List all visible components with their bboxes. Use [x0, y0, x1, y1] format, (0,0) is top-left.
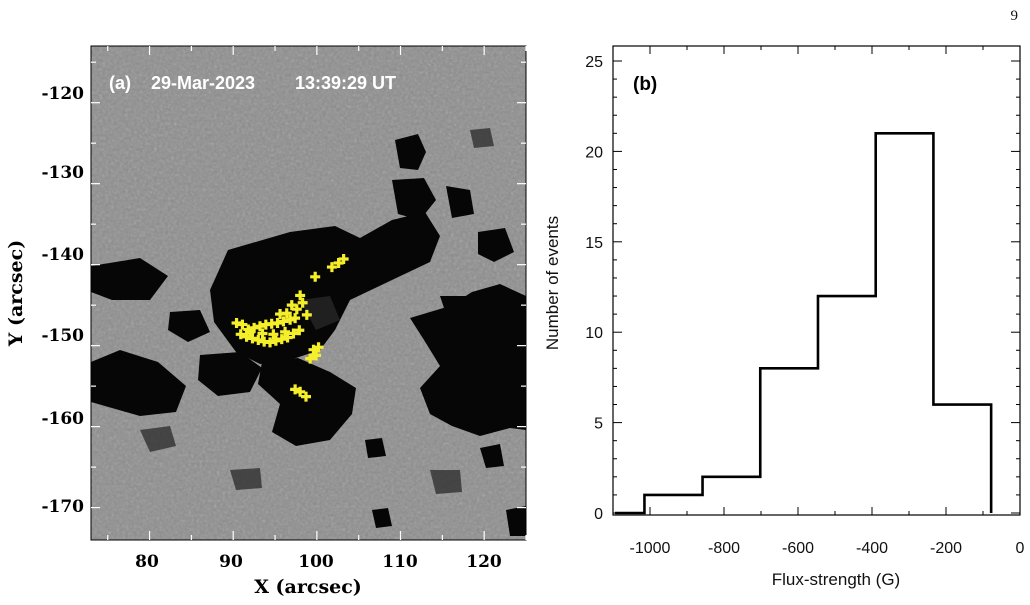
panel-a-frame — [90, 45, 527, 541]
event-marker — [305, 353, 316, 364]
event-marker — [280, 326, 291, 337]
event-marker — [282, 332, 293, 343]
histogram-bar — [644, 495, 702, 513]
event-marker — [294, 325, 305, 336]
event-marker — [291, 304, 302, 315]
event-marker — [237, 319, 248, 330]
event-marker — [285, 314, 296, 325]
weak-flux-patches — [140, 128, 494, 494]
y-tick-label: 5 — [594, 416, 603, 433]
panel-b: -1000 -800 -600 -400 -200 0 0 5 10 15 20 25 (b) Flu… — [543, 45, 1025, 589]
ytick-label: -130 — [41, 163, 84, 183]
event-marker — [295, 290, 306, 301]
panel-a-xlabel: X (arcsec) — [254, 576, 362, 598]
panel-b-label: (b) — [633, 74, 657, 95]
x-tick-label: -600 — [782, 540, 814, 557]
ytick-label: -150 — [41, 326, 84, 346]
event-marker — [338, 253, 349, 264]
event-marker — [295, 386, 306, 397]
xtick-label: 110 — [382, 552, 418, 572]
event-marker — [301, 309, 312, 320]
panel-a: (a) 29-Mar-2023 13:39:29 UT 80 90 100 11… — [5, 45, 527, 598]
event-marker — [333, 258, 344, 269]
event-marker — [254, 321, 265, 332]
event-marker — [326, 262, 337, 273]
histogram-bar — [933, 405, 991, 513]
event-marker — [308, 344, 319, 355]
x-tick-label: -400 — [856, 540, 888, 557]
xtick-label: 80 — [135, 552, 159, 572]
y-tick-label: 15 — [585, 235, 603, 252]
event-marker — [257, 328, 268, 339]
magnetogram-image — [91, 46, 526, 540]
xtick-label: 100 — [298, 552, 334, 572]
event-marker — [286, 300, 297, 311]
event-marker — [231, 317, 242, 328]
event-marker — [311, 350, 322, 361]
histogram-bar — [876, 133, 934, 513]
x-tick-label: 0 — [1016, 540, 1025, 557]
y-tick-label: 20 — [585, 144, 603, 161]
event-marker — [270, 335, 281, 346]
ytick-label: -160 — [41, 409, 84, 429]
negative-flux-patches — [91, 134, 526, 536]
x-tick-label: -1000 — [630, 540, 671, 557]
event-marker — [235, 329, 246, 340]
xtick-label: 120 — [466, 552, 502, 572]
histogram-bar — [760, 368, 818, 513]
y-tick-label: 10 — [585, 325, 603, 342]
x-tick-label: -800 — [708, 540, 740, 557]
y-tick-label: 25 — [585, 54, 603, 71]
event-marker — [313, 342, 324, 353]
x-tick-label: -200 — [930, 540, 962, 557]
event-marker — [310, 271, 321, 282]
panel-a-ylabel: Y (arcsec) — [5, 240, 27, 347]
event-marker — [247, 333, 258, 344]
event-marker — [300, 391, 311, 402]
panel-b-ylabel: Number of events — [543, 216, 562, 350]
event-marker — [265, 337, 276, 348]
histogram-bar — [818, 296, 876, 513]
histogram-bar — [703, 477, 761, 513]
panel-b-xlabel: Flux-strength (G) — [772, 570, 900, 589]
panel-a-date: 29-Mar-2023 — [151, 73, 255, 93]
ytick-label: -140 — [41, 245, 84, 265]
page-number: 9 — [1010, 8, 1019, 24]
panel-b-frame — [612, 45, 1021, 516]
event-marker — [275, 309, 286, 320]
panel-a-label: (a) — [109, 73, 131, 93]
panel-b-ticks — [612, 46, 1021, 515]
ytick-label: -120 — [41, 84, 84, 104]
event-markers — [231, 253, 349, 402]
ytick-label: -170 — [41, 497, 84, 517]
event-marker — [278, 316, 289, 327]
xtick-label: 90 — [219, 552, 243, 572]
event-marker — [268, 329, 279, 340]
histogram-steps — [615, 132, 993, 515]
event-marker — [244, 326, 255, 337]
y-tick-label: 0 — [594, 506, 603, 523]
event-marker — [260, 319, 271, 330]
panel-a-time: 13:39:29 UT — [295, 73, 396, 93]
event-marker — [276, 334, 287, 345]
event-marker — [290, 313, 301, 324]
event-marker — [297, 297, 308, 308]
event-marker — [290, 384, 301, 395]
event-marker — [288, 328, 299, 339]
event-marker — [253, 334, 264, 345]
panel-b-tick-labels: -1000 -800 -600 -400 -200 0 0 5 10 15 20 25 — [585, 54, 1024, 557]
panel-a-ticks — [91, 46, 527, 540]
